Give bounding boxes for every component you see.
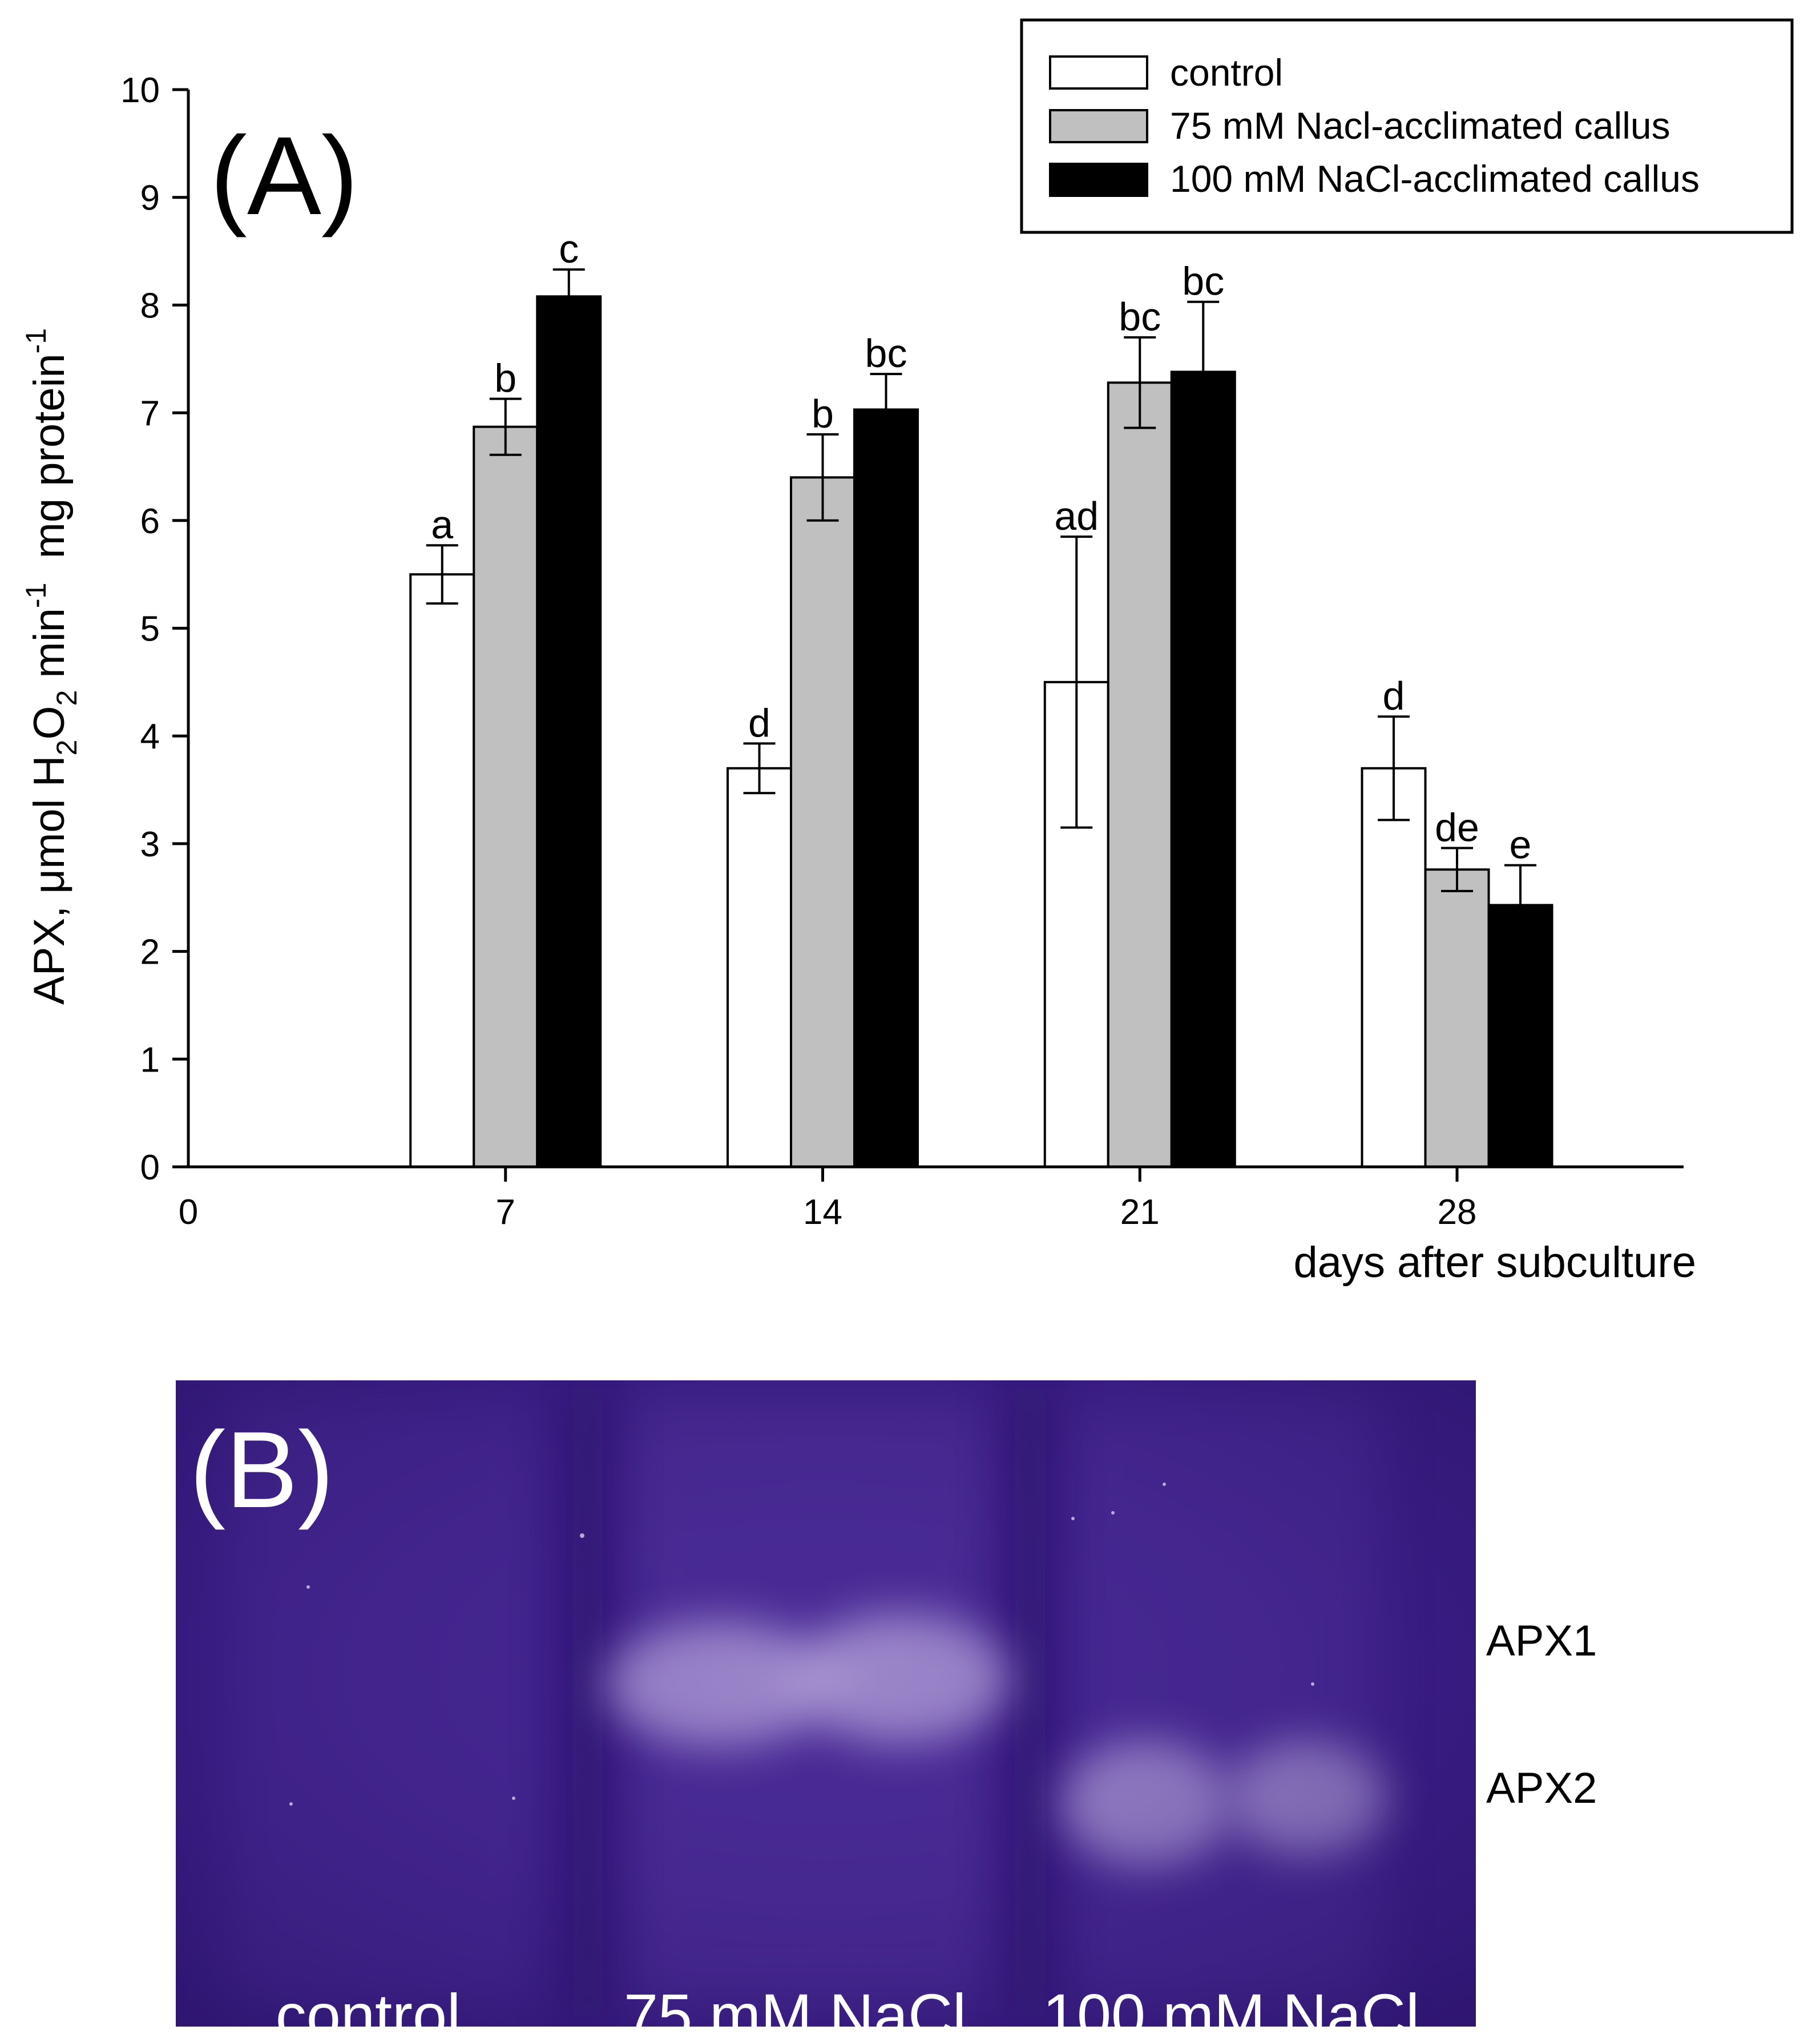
legend-swatch-control [1049,55,1148,90]
y-axis-title-part: O [25,706,74,740]
bar-control-day28 [1361,767,1427,1169]
y-axis-title-sub: 2 [51,740,83,756]
speck [512,1797,515,1800]
y-axis-title-part: mg protein [25,353,74,582]
significance-label: bc [865,331,907,376]
panel-b-label: (B) [189,1409,334,1530]
y-tick-label: 5 [140,610,160,649]
speck [1311,1682,1314,1686]
significance-label: ad [1054,494,1099,538]
x-tick-layer: 0 7 14 21 28 [179,1167,1477,1232]
legend-swatch-100mm [1049,163,1148,197]
bar-control-day7 [409,573,475,1168]
bar-100-day7 [536,295,602,1169]
band-label-apx1: APX1 [1486,1617,1597,1665]
bar-100-day21 [1170,370,1236,1168]
y-tick-label: 6 [140,502,160,541]
legend: control 75 mM Nacl-acclimated callus 100… [1020,18,1794,234]
bar-75-day28 [1424,868,1490,1168]
y-tick-layer: 0 1 2 3 4 5 6 7 8 9 10 [120,71,188,1187]
y-tick-label: 1 [140,1040,160,1080]
lane-label-100mm: 100 mM NaCl [1043,1981,1419,2034]
bar-layer [409,295,1553,1169]
band-label-apx2: APX2 [1486,1764,1597,1813]
speck [1163,1483,1166,1486]
y-tick-label: 3 [140,825,160,864]
significance-label: d [1383,674,1405,718]
significance-label: a [431,502,453,547]
speck [1111,1511,1115,1515]
y-tick-label: 9 [140,179,160,218]
y-tick-label: 4 [140,717,160,756]
y-tick-label: 2 [140,933,160,972]
y-tick-label: 8 [140,286,160,325]
bar-75-day7 [473,425,539,1168]
significance-label: bc [1182,259,1224,304]
y-tick-label: 7 [140,394,160,433]
x-tick-label: 21 [1120,1193,1160,1232]
y-axis-title-sup: -1 [20,328,52,353]
x-tick-label: 0 [179,1193,198,1232]
gel-specks [289,1483,1314,1806]
y-axis-title-sup: -1 [20,583,52,608]
x-axis-title: days after subculture [1294,1238,1697,1287]
y-tick-label: 0 [140,1148,160,1187]
legend-box [1020,18,1794,234]
significance-label: c [559,227,579,271]
y-axis-title-part: APX, μmol H [25,755,74,1005]
legend-label-75mm: 75 mM Nacl-acclimated callus [1170,104,1670,147]
legend-swatch-75mm [1049,109,1148,143]
gel-vignette [176,1380,1476,2027]
bar-control-day14 [727,767,793,1169]
legend-label-control: control [1170,51,1283,94]
x-tick-label: 7 [496,1193,515,1232]
significance-label: d [748,700,770,745]
bar-100-day14 [853,408,919,1169]
lane-label-75mm: 75 mM NaCl [624,1981,966,2034]
native-gel-panel: (B) control 75 mM NaCl 100 mM NaCl APX1 … [176,1380,1597,2034]
significance-label: b [494,356,516,401]
speck [1071,1517,1075,1520]
x-tick-label: 28 [1438,1193,1477,1232]
bar-75-day21 [1107,381,1173,1168]
significance-label: bc [1119,295,1161,339]
significance-label: e [1510,823,1532,867]
y-tick-label: 10 [120,71,160,110]
speck [580,1533,584,1538]
significance-label: b [812,392,834,436]
y-axis-title-part: min [25,608,74,690]
x-tick-label: 14 [803,1193,842,1232]
legend-label-100mm: 100 mM NaCl-acclimated callus [1170,158,1700,200]
panel-a-label: (A) [210,114,358,238]
error-bar-layer [426,268,1537,946]
y-axis-title: APX, μmol H2O2 min-1 mg protein-1 [20,328,83,1005]
lane-label-control: control [276,1981,461,2034]
y-axis-title-sub: 2 [51,690,83,706]
significance-label: de [1435,805,1479,849]
bar-100-day28 [1487,904,1553,1168]
speck [289,1802,293,1806]
bar-75-day14 [790,476,856,1169]
speck [306,1585,310,1589]
